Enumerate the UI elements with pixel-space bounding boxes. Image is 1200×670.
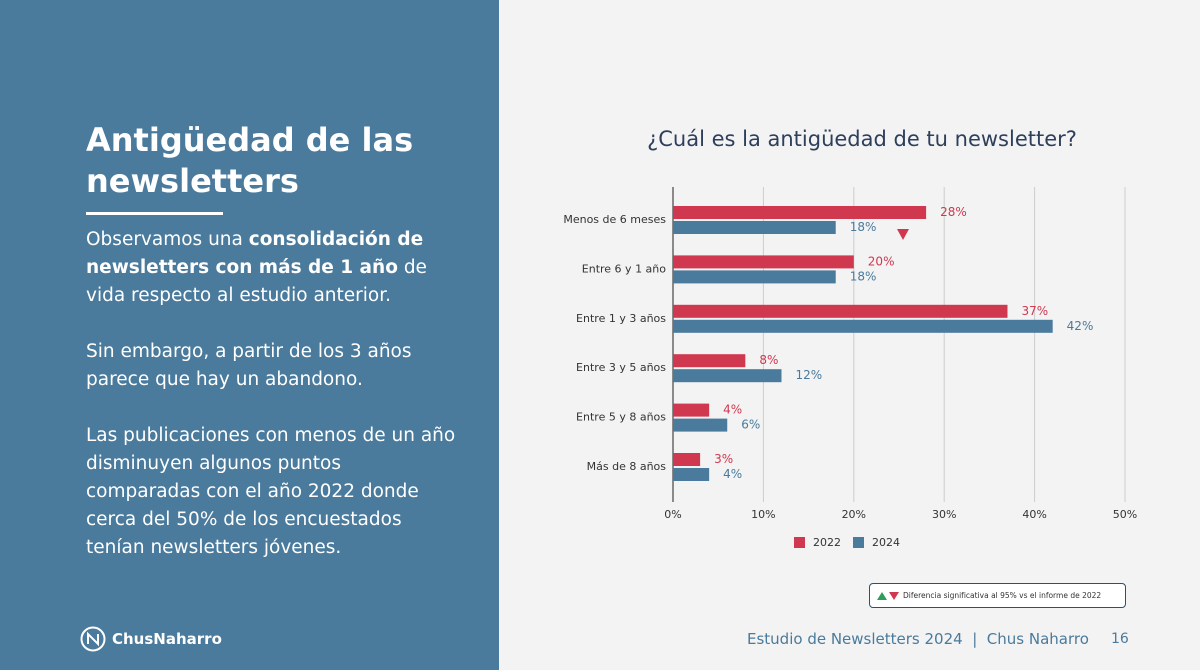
legend-swatch bbox=[794, 537, 805, 548]
logo: ChusNaharro bbox=[80, 626, 222, 652]
significance-marker bbox=[897, 229, 909, 240]
bold-text: consolidación de newsletters con más de … bbox=[86, 229, 424, 278]
footer: Estudio de Newsletters 2024 | Chus Nahar… bbox=[747, 630, 1089, 648]
heading-rule bbox=[86, 212, 223, 215]
text: Sin embargo, a partir de los 3 años pare… bbox=[86, 341, 412, 390]
paragraph: Las publicaciones con menos de un año di… bbox=[86, 422, 458, 562]
x-tick-label: 40% bbox=[1022, 508, 1046, 521]
x-tick-label: 10% bbox=[751, 508, 775, 521]
text: Las publicaciones con menos de un año di… bbox=[86, 425, 456, 558]
note-text: Diferencia significativa al 95% vs el in… bbox=[903, 591, 1102, 600]
bar bbox=[673, 369, 782, 383]
heading: Antigüedad de las newsletters bbox=[86, 121, 414, 200]
y-tick-label: Entre 3 y 5 años bbox=[576, 361, 666, 374]
note-icons bbox=[877, 591, 899, 600]
page-number: 16 bbox=[1111, 631, 1129, 647]
value-label: 12% bbox=[795, 368, 822, 382]
value-label: 18% bbox=[850, 220, 877, 234]
legend-label: 2022 bbox=[813, 536, 841, 549]
bar bbox=[673, 255, 854, 269]
value-label: 6% bbox=[741, 418, 760, 432]
logo-text: ChusNaharro bbox=[112, 630, 222, 648]
paragraph: Observamos una consolidación de newslett… bbox=[86, 226, 458, 310]
y-tick-label: Menos de 6 meses bbox=[563, 213, 666, 226]
text: de vida respecto al estudio anterior. bbox=[86, 257, 427, 306]
value-label: 20% bbox=[868, 254, 895, 268]
bar bbox=[673, 319, 1053, 333]
body-text: Observamos una consolidación de newslett… bbox=[86, 226, 458, 590]
bar bbox=[673, 354, 746, 368]
value-label: 37% bbox=[1021, 304, 1048, 318]
y-tick-label: Entre 1 y 3 años bbox=[576, 312, 666, 325]
bar bbox=[673, 453, 701, 466]
paragraph: Sin embargo, a partir de los 3 años pare… bbox=[86, 338, 458, 394]
bar bbox=[673, 221, 836, 234]
y-tick-label: Entre 6 y 1 año bbox=[582, 262, 666, 275]
legend-swatch bbox=[853, 537, 864, 548]
logo-icon bbox=[80, 626, 106, 652]
bar bbox=[673, 270, 836, 284]
legend-label: 2024 bbox=[872, 536, 900, 549]
value-label: 42% bbox=[1067, 319, 1094, 333]
left-panel: Antigüedad de las newsletters Observamos… bbox=[0, 0, 499, 670]
x-tick-label: 50% bbox=[1113, 508, 1137, 521]
bar bbox=[673, 468, 710, 481]
value-label: 8% bbox=[759, 353, 778, 367]
x-tick-label: 0% bbox=[664, 508, 681, 521]
bar bbox=[673, 206, 927, 219]
value-label: 3% bbox=[714, 452, 733, 466]
significance-note: Diferencia significativa al 95% vs el in… bbox=[869, 583, 1126, 608]
bar bbox=[673, 418, 728, 432]
y-tick-label: Entre 5 y 8 años bbox=[576, 411, 666, 424]
y-tick-label: Más de 8 años bbox=[587, 460, 667, 473]
bar bbox=[673, 403, 710, 417]
value-label: 18% bbox=[850, 269, 877, 283]
value-label: 4% bbox=[723, 467, 742, 481]
value-label: 4% bbox=[723, 403, 742, 417]
text: Observamos una bbox=[86, 229, 249, 250]
chart-title: ¿Cuál es la antigüedad de tu newsletter? bbox=[647, 127, 1077, 151]
x-tick-label: 30% bbox=[932, 508, 956, 521]
bar bbox=[673, 304, 1008, 318]
value-label: 28% bbox=[940, 205, 967, 219]
x-tick-label: 20% bbox=[842, 508, 866, 521]
